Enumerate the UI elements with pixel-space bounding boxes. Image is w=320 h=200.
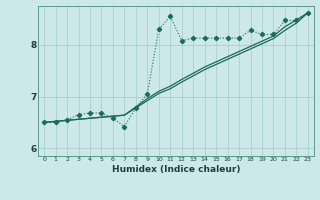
X-axis label: Humidex (Indice chaleur): Humidex (Indice chaleur) — [112, 165, 240, 174]
